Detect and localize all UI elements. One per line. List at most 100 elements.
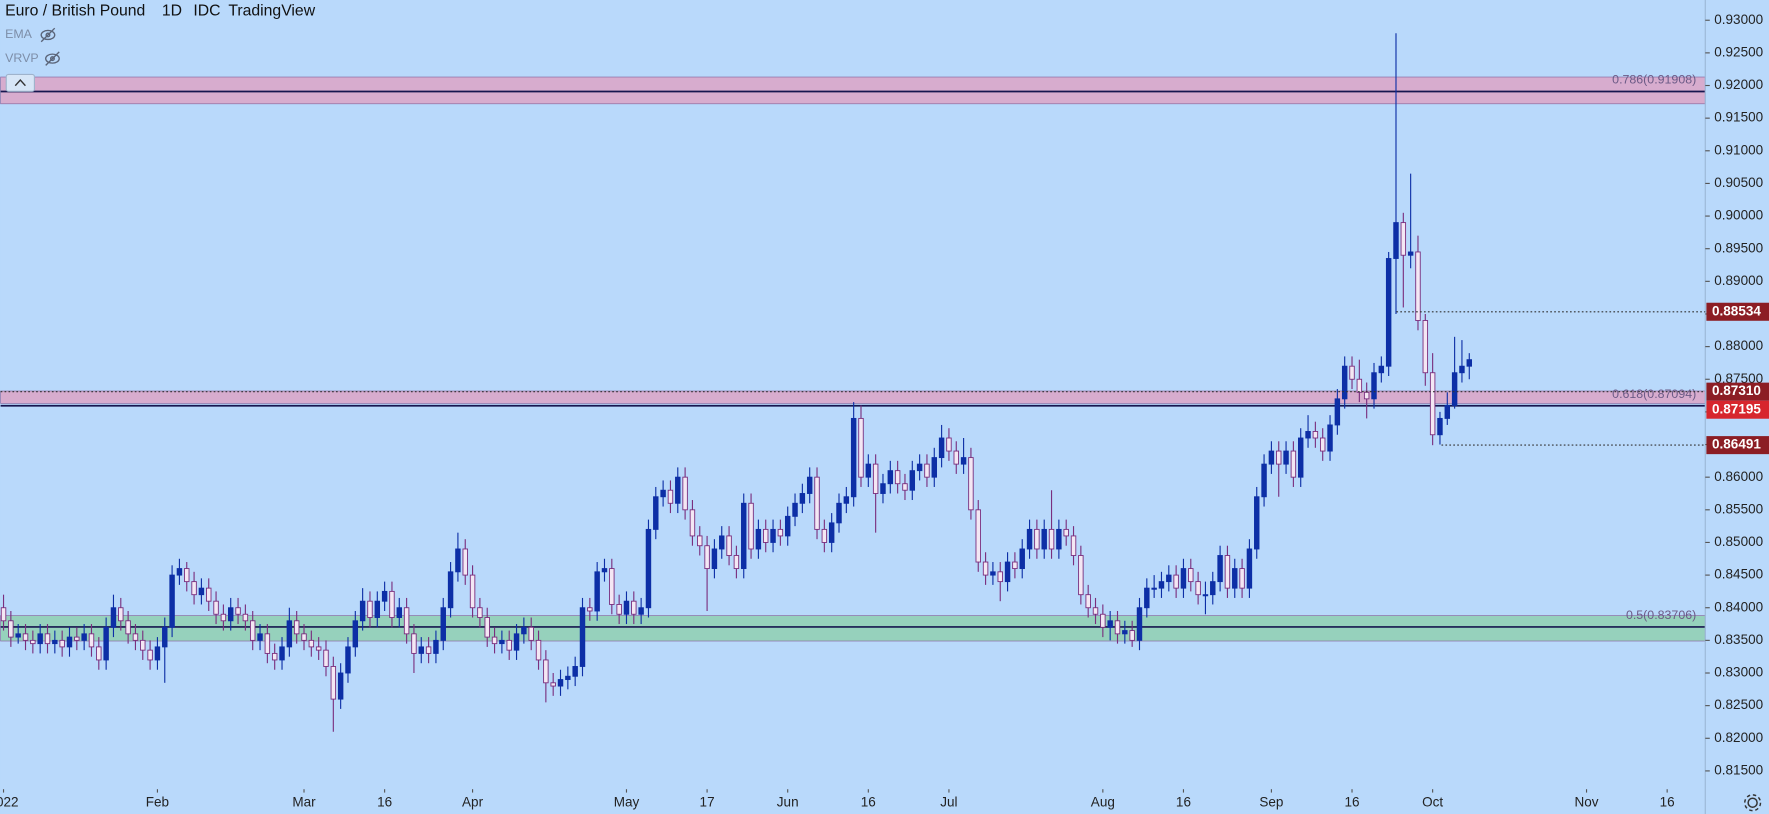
candle-body <box>264 633 271 654</box>
candle-body <box>1393 222 1399 259</box>
candle-body <box>902 483 908 491</box>
candle-body <box>609 568 615 605</box>
candle-body <box>103 626 109 661</box>
candle-body <box>227 607 234 622</box>
price-label: 0.87195 <box>1712 401 1761 416</box>
candle-body <box>425 646 432 654</box>
candle-body <box>1122 630 1128 635</box>
candle-body <box>381 590 388 602</box>
candle-body <box>755 528 762 550</box>
candle-body <box>1019 548 1025 570</box>
candle-body <box>792 502 798 517</box>
candle-body <box>1371 372 1377 400</box>
y-tick-label: 0.92000 <box>1714 77 1763 92</box>
candle-body <box>81 633 87 641</box>
candle-body <box>301 633 307 641</box>
candle-body <box>1297 437 1304 478</box>
x-tick-label: Jul <box>940 794 957 809</box>
candle-body <box>418 646 424 654</box>
candle-body <box>1129 630 1135 641</box>
x-tick-label: Feb <box>146 794 169 809</box>
candle-body <box>1012 561 1018 570</box>
candle-body <box>975 509 981 563</box>
candle-body <box>249 620 256 641</box>
settings-icon[interactable] <box>1743 794 1762 812</box>
candle-body <box>821 528 828 543</box>
candle-body <box>1290 450 1297 478</box>
candle-body <box>154 646 161 661</box>
candle-body <box>550 682 556 687</box>
candle-body <box>946 437 952 452</box>
candle-body <box>667 489 674 504</box>
candle-body <box>1466 359 1473 367</box>
candle-body <box>601 568 608 573</box>
y-tick-label: 0.89500 <box>1714 240 1763 255</box>
candle-body <box>1437 417 1443 436</box>
candle-body <box>689 509 696 537</box>
candle-body <box>850 417 857 498</box>
candle-body <box>733 555 740 570</box>
indicator-name[interactable]: VRVP <box>5 51 39 65</box>
candle-body <box>462 548 468 576</box>
candle-body <box>828 522 835 543</box>
candle-body <box>784 515 791 537</box>
candle-body <box>308 639 315 648</box>
candle-body <box>455 548 461 573</box>
price-label: 0.88534 <box>1712 303 1761 318</box>
x-tick-label: 2022 <box>0 794 19 809</box>
candle-body <box>982 561 989 576</box>
candle-body <box>1070 535 1077 556</box>
candle-body <box>557 679 564 687</box>
eye-icon[interactable] <box>45 51 60 66</box>
x-tick-label: Mar <box>292 794 316 809</box>
candle-body <box>645 528 652 609</box>
candle-body <box>1092 607 1099 615</box>
candle-body <box>1268 450 1275 465</box>
source: IDC <box>193 2 220 19</box>
candle-body <box>345 646 351 674</box>
candle-body <box>1261 463 1267 498</box>
candle-body <box>440 607 446 641</box>
x-tick-label: Apr <box>462 794 484 809</box>
candle-body <box>953 450 959 465</box>
candle-body <box>1246 548 1253 589</box>
candle-body <box>960 457 967 465</box>
candle-body <box>1048 528 1055 550</box>
candle-body <box>572 666 578 677</box>
candle-body <box>279 646 285 661</box>
candle-body <box>1429 372 1436 436</box>
candle-body <box>132 633 139 641</box>
candle-body <box>1078 555 1084 596</box>
candle-body <box>880 483 886 494</box>
candle-body <box>59 639 65 648</box>
candle-body <box>0 607 7 622</box>
candle-body <box>1173 574 1179 589</box>
indicator-name[interactable]: EMA <box>5 27 33 41</box>
candle-body <box>169 574 175 628</box>
candle-body <box>447 571 454 609</box>
candle-body <box>513 633 520 651</box>
candle-body <box>1195 581 1201 596</box>
candle-body <box>1407 251 1414 256</box>
candle-body <box>1136 607 1143 641</box>
candle-body <box>411 633 417 654</box>
candle-body <box>711 548 718 570</box>
collapse-button[interactable] <box>5 73 35 92</box>
eye-icon[interactable] <box>40 27 56 43</box>
candle-body <box>638 607 644 615</box>
x-tick-label: Aug <box>1091 794 1115 809</box>
price-label: 0.86491 <box>1712 437 1761 452</box>
candle-body <box>1385 258 1392 367</box>
candle-body <box>374 600 381 618</box>
candle-body <box>931 457 938 478</box>
y-tick-label: 0.84500 <box>1714 567 1763 582</box>
candle-body <box>1085 594 1091 609</box>
candle-body <box>37 633 43 645</box>
candle-body <box>631 600 637 615</box>
candle-body <box>704 545 710 570</box>
candle-body <box>660 489 666 498</box>
candle-body <box>118 607 124 622</box>
zone <box>0 615 1706 642</box>
candle-body <box>799 493 806 504</box>
